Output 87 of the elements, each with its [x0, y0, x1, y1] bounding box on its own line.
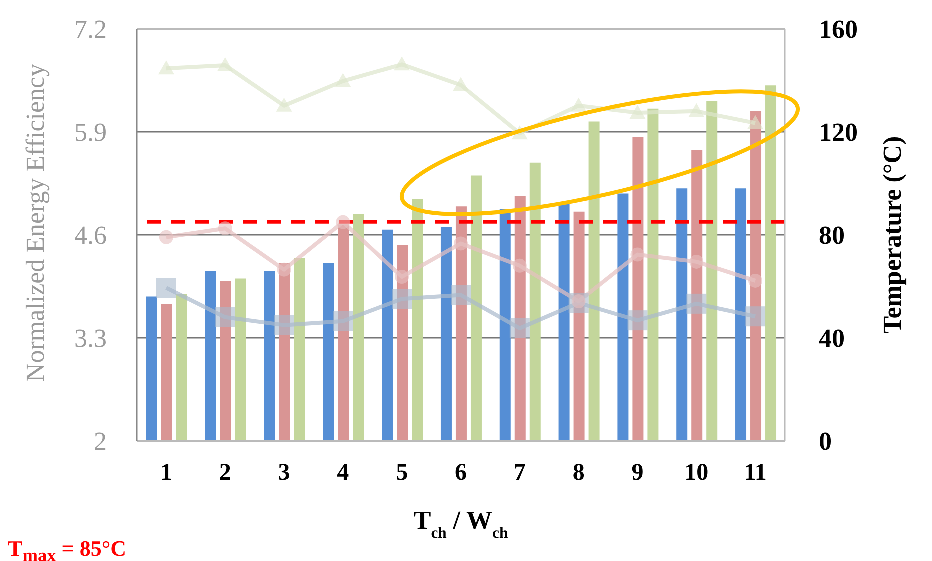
bar [440, 227, 452, 441]
bar [382, 230, 394, 441]
y2-tick-label: 160 [819, 15, 858, 44]
bar [648, 108, 659, 441]
bar [766, 86, 777, 441]
bar [235, 278, 246, 441]
x-tick-label: 7 [514, 460, 526, 486]
bar [161, 304, 172, 441]
x-tick-label: 8 [572, 460, 585, 486]
y2-tick-label: 40 [819, 324, 845, 354]
x-tick-label: 6 [455, 460, 467, 486]
bar [500, 209, 511, 441]
point [336, 215, 350, 230]
point [454, 236, 468, 251]
bar [618, 194, 629, 441]
y-tick-label: 5.9 [74, 118, 107, 148]
point [512, 258, 527, 273]
point [333, 311, 354, 332]
bar [588, 122, 600, 441]
point [218, 222, 232, 236]
x-axis-title: T$_{ch}$ / W$_{ch}$ [414, 506, 508, 542]
point [690, 254, 704, 269]
point [630, 248, 645, 262]
x-tick-label: 1 [160, 460, 172, 486]
y2-tick-label: 80 [819, 221, 845, 250]
bar [632, 137, 644, 441]
y-tick-label: 2 [94, 427, 107, 456]
bar [558, 204, 570, 441]
y-axis-title: Normalized Energy Efficiency [21, 64, 50, 382]
bar [736, 188, 747, 441]
bar [146, 296, 158, 441]
point [688, 103, 705, 118]
point [630, 104, 646, 119]
y-tick-label: 3.3 [74, 324, 107, 354]
bar [338, 224, 350, 441]
bar [412, 198, 424, 441]
point [628, 310, 648, 331]
point [159, 230, 174, 244]
bar [323, 263, 334, 441]
point [217, 57, 234, 72]
bar [676, 188, 688, 441]
bar [176, 294, 188, 441]
point [748, 115, 764, 130]
point [158, 60, 174, 75]
point [746, 306, 766, 327]
x-tick-label: 2 [219, 460, 232, 486]
x-tick-label: 5 [396, 460, 408, 486]
bar [530, 162, 541, 441]
bar [264, 271, 276, 441]
point [276, 98, 292, 112]
y-tick-label: 7.2 [74, 15, 107, 44]
point [394, 56, 410, 71]
point [570, 98, 587, 112]
point [277, 262, 292, 277]
bar [205, 271, 216, 441]
bar [706, 101, 718, 441]
point [451, 285, 471, 306]
point [274, 315, 294, 336]
point [510, 318, 530, 338]
point [395, 270, 410, 284]
point [392, 289, 412, 310]
x-tick-label: 11 [744, 460, 767, 486]
x-tick-label: 9 [632, 460, 644, 486]
bar [279, 263, 290, 441]
y2-axis-title: Temperature (°C) [878, 136, 907, 334]
bar [456, 206, 467, 441]
bar [692, 150, 703, 441]
bar [294, 258, 306, 441]
point [686, 294, 707, 314]
bar [397, 245, 408, 441]
y2-tick-label: 120 [819, 118, 858, 148]
bar [514, 196, 526, 441]
point [335, 73, 352, 88]
x-tick-label: 3 [278, 460, 290, 486]
y-tick-label: 4.6 [74, 221, 107, 250]
bar [574, 212, 585, 441]
y2-tick-label: 0 [819, 427, 832, 456]
point [748, 274, 763, 288]
bar [353, 214, 364, 441]
x-tick-label: 10 [684, 460, 709, 486]
bar [220, 281, 232, 441]
point [215, 307, 236, 328]
point [453, 77, 469, 92]
point [156, 278, 176, 298]
bar [750, 111, 762, 441]
bar [470, 176, 482, 441]
x-tick-label: 4 [337, 460, 350, 486]
